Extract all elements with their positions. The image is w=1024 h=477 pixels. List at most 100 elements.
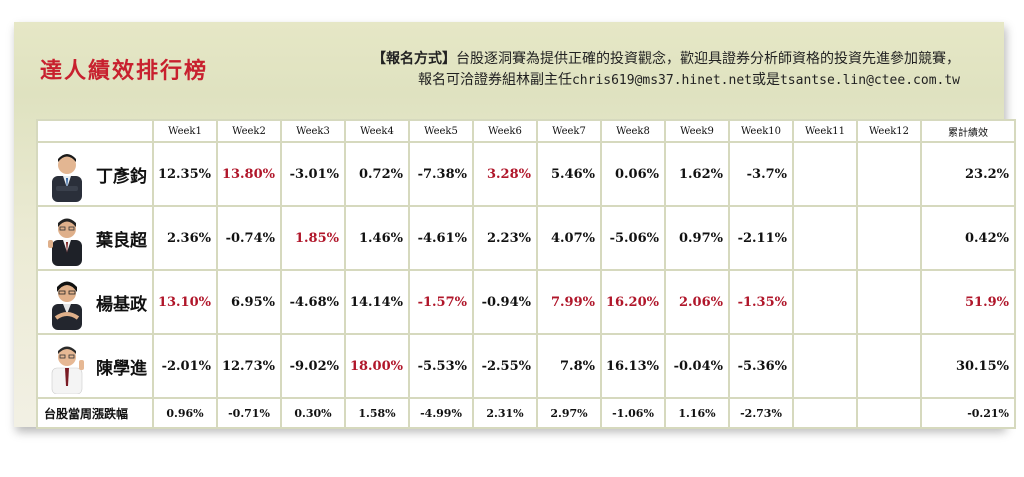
week-cell: -3.7% (728, 141, 794, 207)
market-week-cell: 2.97% (536, 397, 602, 429)
column-header: Week6 (472, 119, 538, 143)
week-cell: -9.02% (280, 333, 346, 399)
week-cell (792, 205, 858, 271)
page-title: 達人績效排行榜 (40, 59, 209, 84)
week-cell: 5.46% (536, 141, 602, 207)
week-cell (856, 205, 922, 271)
column-header: Week10 (728, 119, 794, 143)
week-cell: -1.57% (408, 269, 474, 335)
registration-line-1: 【報名方式】台股逐洞賽為提供正確的投資觀念，歡迎具證券分析師資格的投資先進參加競… (372, 49, 960, 70)
market-week-cell: 0.30% (280, 397, 346, 429)
week-cell: 0.06% (600, 141, 666, 207)
market-week-cell (792, 397, 858, 429)
participant-cell: 陳學進 (36, 333, 154, 399)
market-week-cell: -2.73% (728, 397, 794, 429)
week-cell (792, 141, 858, 207)
week-cell: -5.06% (600, 205, 666, 271)
week-cell: -0.74% (216, 205, 282, 271)
week-cell: -0.94% (472, 269, 538, 335)
week-cell: 0.72% (344, 141, 410, 207)
email-chris[interactable]: chris619@ms37.hinet.net (571, 73, 752, 88)
cumulative-cell: 51.9% (920, 269, 1016, 335)
week-cell: -5.53% (408, 333, 474, 399)
table-row: 葉良超 2.36% -0.74% 1.85% 1.46% -4.61% 2.23% 4.07%… (36, 205, 1016, 271)
week-cell: 18.00% (344, 333, 410, 399)
week-cell: -2.01% (152, 333, 218, 399)
registration-tag: 【報名方式】 (372, 51, 456, 67)
week-cell: -2.55% (472, 333, 538, 399)
week-cell: 6.95% (216, 269, 282, 335)
registration-text: 台股逐洞賽為提供正確的投資觀念，歡迎具證券分析師資格的投資先進參加競賽， (456, 51, 960, 67)
market-week-cell: 0.96% (152, 397, 218, 429)
cumulative-cell: 0.42% (920, 205, 1016, 271)
column-header: Week3 (280, 119, 346, 143)
cumulative-cell: 23.2% (920, 141, 1016, 207)
participant-cell: 丁彥鈞 (36, 141, 154, 207)
participant-cell: 楊基政 (36, 269, 154, 335)
market-week-cell (856, 397, 922, 429)
week-cell: 4.07% (536, 205, 602, 271)
registration-contact: 報名可洽證券組林副主任 (417, 72, 572, 88)
header-row: Week1 Week2 Week3 Week4 Week5 Week6 Week… (36, 119, 1016, 143)
week-cell (856, 333, 922, 399)
week-cell: 14.14% (344, 269, 410, 335)
ranking-card: 達人績效排行榜 【報名方式】台股逐洞賽為提供正確的投資觀念，歡迎具證券分析師資格… (14, 22, 1016, 429)
week-cell: -7.38% (408, 141, 474, 207)
cumulative-cell: 30.15% (920, 333, 1016, 399)
week-cell: 2.36% (152, 205, 218, 271)
table-row: 丁彥鈞 12.35% 13.80% -3.01% 0.72% -7.38% 3.28% 5.4… (36, 141, 1016, 207)
column-header: Week4 (344, 119, 410, 143)
market-week-cell: -0.71% (216, 397, 282, 429)
table-row: 陳學進 -2.01% 12.73% -9.02% 18.00% -5.53% -2.55% 7… (36, 333, 1016, 399)
participant-name: 楊基政 (96, 294, 147, 315)
week-cell: 3.28% (472, 141, 538, 207)
registration-joiner: 或是 (751, 72, 780, 88)
week-cell (856, 269, 922, 335)
week-cell: -4.68% (280, 269, 346, 335)
participant-cell: 葉良超 (36, 205, 154, 271)
market-total-cell: -0.21% (920, 397, 1016, 429)
column-header: Week9 (664, 119, 730, 143)
week-cell: 2.23% (472, 205, 538, 271)
avatar (39, 146, 88, 202)
week-cell (792, 269, 858, 335)
week-cell: 7.99% (536, 269, 602, 335)
week-cell: 0.97% (664, 205, 730, 271)
week-cell: 12.35% (152, 141, 218, 207)
header-blank (36, 119, 154, 143)
week-cell: -3.01% (280, 141, 346, 207)
participant-name: 丁彥鈞 (96, 166, 147, 187)
column-header: Week11 (792, 119, 858, 143)
table-row: 楊基政 13.10% 6.95% -4.68% 14.14% -1.57% -0.94% 7.… (36, 269, 1016, 335)
email-tsantse[interactable]: tsantse.lin@ctee.com.tw (779, 73, 960, 88)
week-cell (856, 141, 922, 207)
week-cell: 12.73% (216, 333, 282, 399)
column-header: Week1 (152, 119, 218, 143)
week-cell: 16.20% (600, 269, 666, 335)
performance-table: Week1 Week2 Week3 Week4 Week5 Week6 Week… (36, 119, 1016, 429)
market-week-cell: 2.31% (472, 397, 538, 429)
market-change-row: 台股當周漲跌幅 0.96% -0.71% 0.30% 1.58% -4.99% 2.31% 2… (36, 397, 1016, 429)
market-change-label: 台股當周漲跌幅 (36, 397, 154, 429)
column-header: Week2 (216, 119, 282, 143)
week-cell: 13.80% (216, 141, 282, 207)
market-week-cell: 1.16% (664, 397, 730, 429)
week-cell: 1.46% (344, 205, 410, 271)
column-header: Week8 (600, 119, 666, 143)
week-cell: 2.06% (664, 269, 730, 335)
market-week-cell: 1.58% (344, 397, 410, 429)
column-header: Week5 (408, 119, 474, 143)
participant-name: 陳學進 (96, 358, 147, 379)
week-cell: -0.04% (664, 333, 730, 399)
week-cell: 13.10% (152, 269, 218, 335)
avatar (39, 274, 88, 330)
market-week-cell: -4.99% (408, 397, 474, 429)
week-cell: 1.62% (664, 141, 730, 207)
week-cell: 16.13% (600, 333, 666, 399)
week-cell: -2.11% (728, 205, 794, 271)
week-cell: 7.8% (536, 333, 602, 399)
avatar (39, 338, 88, 394)
registration-line-2: 報名可洽證券組林副主任chris619@ms37.hinet.net或是tsan… (372, 70, 960, 91)
column-header-total: 累計績效 (920, 119, 1016, 143)
market-week-cell: -1.06% (600, 397, 666, 429)
